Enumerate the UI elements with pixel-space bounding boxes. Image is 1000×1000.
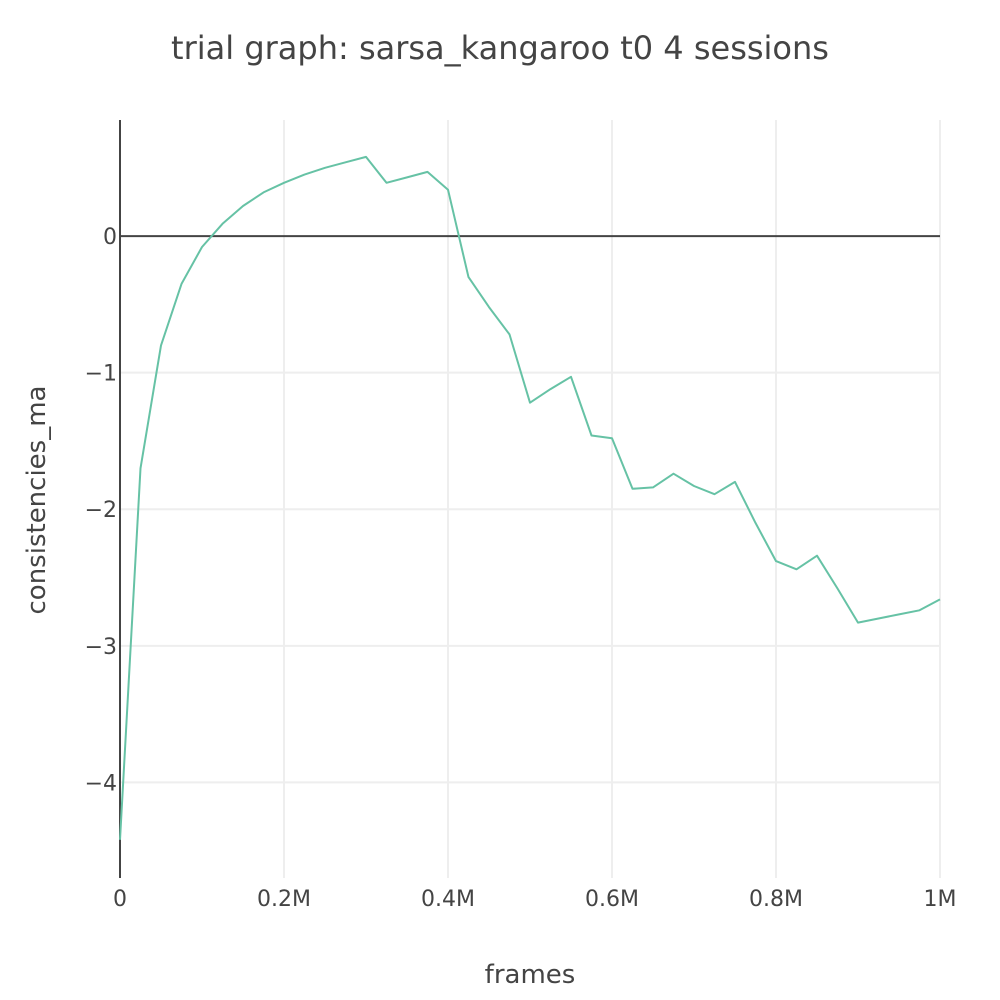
- grid: [120, 120, 941, 878]
- series-layer: [119, 155, 941, 840]
- y-tick-label: −2: [85, 498, 117, 523]
- x-tick-label: 0.6M: [585, 887, 639, 912]
- x-tick-label: 0: [113, 887, 127, 912]
- y-tick-label: −4: [85, 771, 117, 796]
- x-axis-title: frames: [485, 960, 576, 990]
- y-tick-label: 0: [103, 225, 117, 250]
- x-tick-label: 0.2M: [257, 887, 311, 912]
- y-axis-title: consistencies_ma: [22, 386, 52, 615]
- y-tick-label: −1: [85, 362, 117, 387]
- axes: [119, 120, 940, 878]
- chart-title: trial graph: sarsa_kangaroo t0 4 session…: [171, 29, 829, 67]
- series-line: [119, 155, 941, 840]
- x-tick-label: 1M: [924, 887, 957, 912]
- x-tick-label: 0.4M: [421, 887, 475, 912]
- tick-labels: 0 0.2M 0.4M 0.6M 0.8M 1M 0 −1 −2 −3 −4: [85, 225, 957, 912]
- x-tick-label: 0.8M: [749, 887, 803, 912]
- y-tick-label: −3: [85, 635, 117, 660]
